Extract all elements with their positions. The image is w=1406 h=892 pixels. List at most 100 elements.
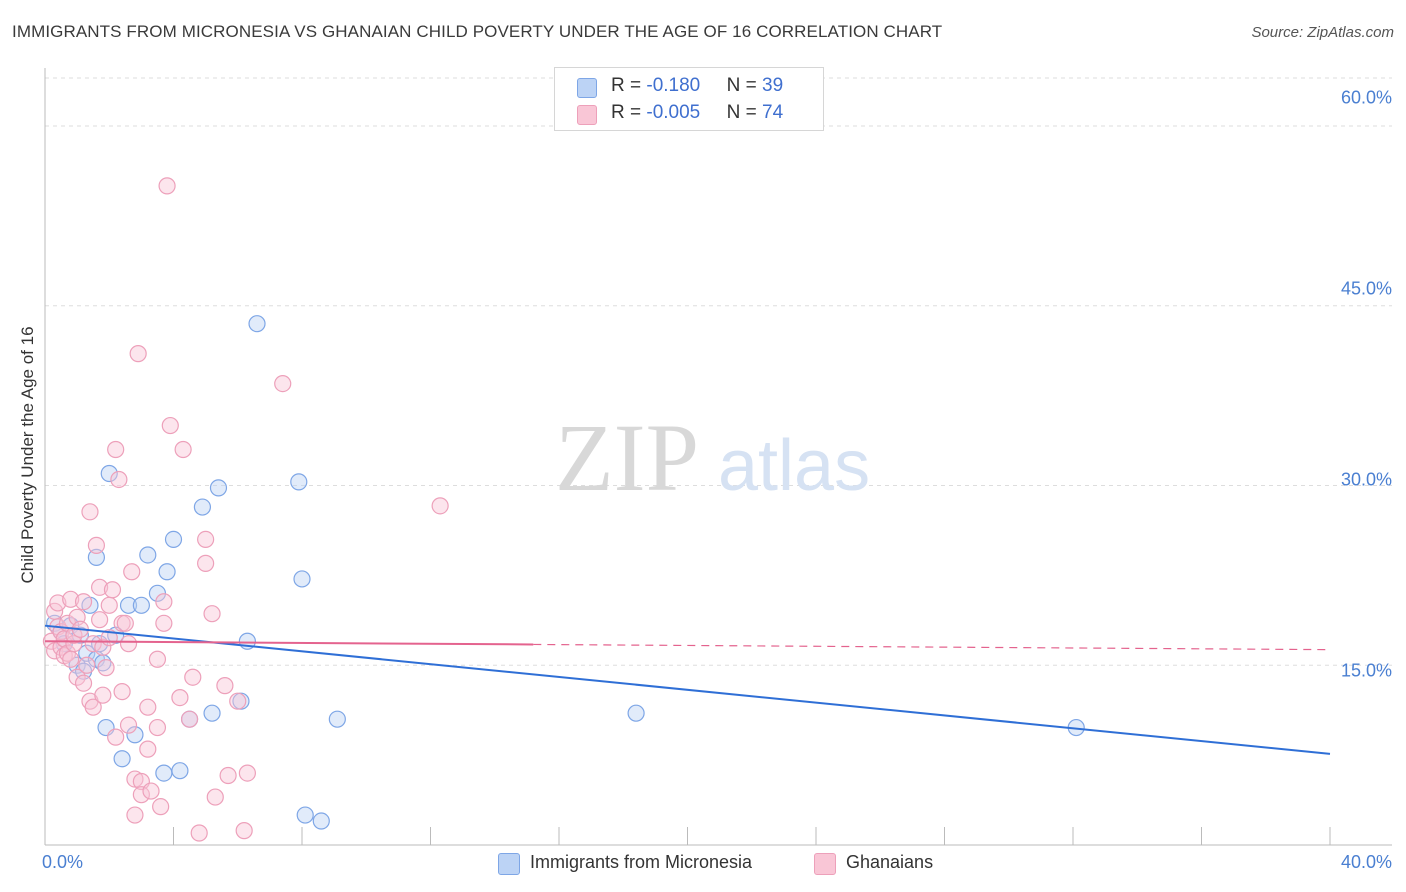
ghanaian-point — [152, 798, 170, 816]
x-tick-label-min: 0.0% — [42, 852, 84, 872]
micronesia-point — [627, 704, 645, 722]
ghanaian-point — [49, 594, 67, 612]
micronesia-point — [126, 726, 144, 744]
legend-r-label: R = — [611, 102, 647, 123]
ghanaian-point — [84, 635, 102, 653]
ghanaian-point — [155, 593, 173, 611]
micronesia-point — [209, 479, 228, 497]
micronesia-point — [312, 812, 330, 830]
micronesia-point — [155, 764, 173, 782]
ghanaian-point — [132, 786, 150, 804]
micronesia-point — [68, 656, 86, 674]
chart-title: IMMIGRANTS FROM MICRONESIA VS GHANAIAN C… — [12, 22, 943, 41]
ghanaian-point — [206, 788, 224, 806]
y-tick-label-45: 45.0% — [1340, 278, 1392, 299]
ghanaian-point — [68, 668, 86, 686]
micronesia-point — [296, 806, 314, 824]
micronesia-point — [132, 596, 150, 614]
ghanaian-point — [94, 638, 112, 656]
micronesia-point — [113, 750, 131, 768]
y-tick-label-60: 60.0% — [1340, 87, 1392, 108]
micronesia-point — [158, 563, 176, 581]
ghanaian-point — [203, 605, 221, 623]
ghanaian-point — [81, 503, 99, 521]
ghanaian-point — [119, 716, 138, 734]
micronesia-point — [139, 546, 157, 564]
ghanaian-point — [110, 470, 128, 489]
y-tick-label-15: 15.0% — [1340, 660, 1392, 681]
legend-r-value-blue: -0.180 — [646, 75, 701, 96]
legend-swatch-pink — [577, 105, 597, 125]
bottom-legend-label-ghanaians: Ghanaians — [846, 852, 934, 872]
ghanaian-point — [78, 656, 96, 674]
correlation-legend: R = -0.180 N = 39 R = -0.005 N = 74 — [554, 67, 824, 131]
ghanaian-point — [129, 345, 147, 363]
ghanaian-point — [142, 782, 160, 800]
legend-n-label: N = — [726, 75, 763, 96]
micronesia-point — [78, 644, 96, 662]
ghanaian-point — [87, 536, 106, 554]
ghanaian-point — [158, 177, 176, 195]
ghanaian-point — [74, 674, 93, 692]
legend-n-value-pink: 74 — [762, 102, 784, 123]
micronesia-point — [328, 710, 346, 728]
ghanaian-point — [155, 614, 173, 632]
ghanaian-point — [238, 764, 256, 782]
ghanaian-point — [219, 766, 237, 785]
ghanaian-point — [180, 710, 199, 728]
bottom-legend-swatch-pink — [814, 853, 836, 875]
axis-layer — [44, 68, 1392, 846]
x-tick-label-max: 40.0% — [1340, 852, 1392, 872]
micronesia-point — [100, 464, 118, 483]
ghanaian-point — [174, 440, 192, 459]
ghanaian-point — [229, 692, 247, 710]
ghanaian-point — [74, 593, 93, 611]
ghanaian-point — [431, 497, 449, 515]
ghanaian-point — [100, 596, 118, 614]
ghanaian-point — [216, 677, 234, 695]
ghanaian-point — [119, 635, 138, 653]
ghanaian-point — [107, 728, 125, 746]
legend-r-label: R = — [611, 75, 647, 96]
ghanaian-point — [107, 440, 125, 459]
ghanaian-point — [148, 650, 167, 668]
ghanaian-point — [161, 416, 179, 435]
ghanaian-point — [139, 740, 157, 758]
ghanaian-point — [190, 824, 208, 842]
micronesia-point — [203, 704, 221, 722]
bottom-legend-swatch-blue — [498, 853, 520, 875]
ghanaian-point — [139, 698, 157, 716]
bottom-legend-label-micronesia: Immigrants from Micronesia — [530, 852, 753, 872]
ghanaian-point — [84, 698, 102, 716]
ghanaian-point — [97, 659, 115, 677]
legend-r-value-pink: -0.005 — [646, 102, 701, 123]
ghanaian-point — [62, 590, 80, 608]
ghanaian-point — [91, 578, 109, 596]
ghanaian-point — [171, 688, 189, 707]
ghanaian-point — [91, 611, 109, 629]
legend-n-value-blue: 39 — [762, 75, 784, 96]
ghanaian-point — [103, 581, 122, 599]
ghanaian-point — [116, 614, 134, 632]
y-tick-label-30: 30.0% — [1340, 469, 1392, 490]
watermark-zip: ZIP — [555, 404, 699, 511]
ghanaian-point — [113, 682, 131, 701]
ghanaian-point — [197, 554, 215, 572]
ghanaian-point — [94, 686, 112, 704]
ghanaian-point — [126, 806, 144, 824]
source-label: Source: ZipAtlas.com — [1251, 24, 1394, 41]
ghanaian-point — [197, 530, 215, 548]
legend-swatch-blue — [577, 78, 597, 98]
micronesia-point — [87, 548, 106, 566]
grid-layer — [45, 77, 1392, 666]
micronesia-point — [164, 530, 183, 548]
ghanaian-trend-line-dashed — [533, 643, 1331, 651]
ghanaian-point — [65, 626, 83, 644]
micronesia-trend-line — [44, 624, 1331, 755]
micronesia-point — [290, 473, 308, 491]
ghanaian-point — [123, 563, 141, 581]
micronesia-point — [293, 570, 311, 588]
y-axis-label: Child Poverty Under the Age of 16 — [18, 326, 37, 584]
trend-layer — [44, 624, 1331, 755]
